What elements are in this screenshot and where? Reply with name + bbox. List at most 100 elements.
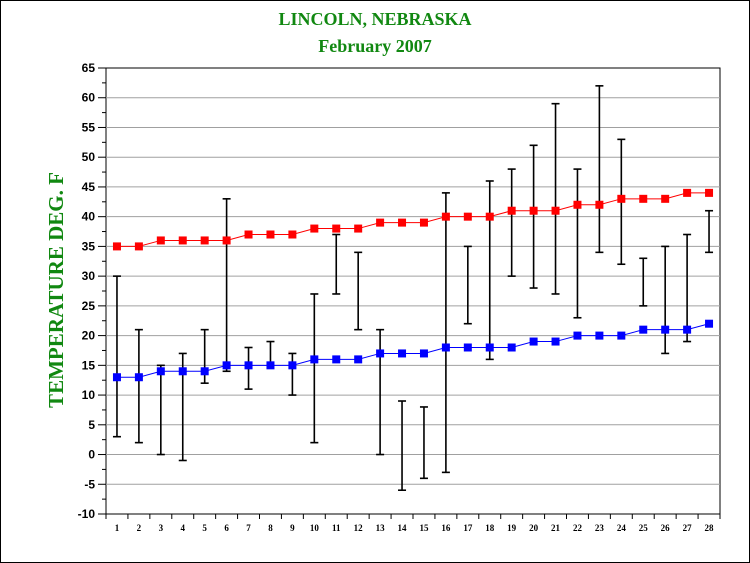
series-point <box>376 218 385 227</box>
x-tick-label: 26 <box>661 523 671 533</box>
series-point <box>419 349 428 358</box>
series-point <box>112 242 121 251</box>
x-tick-label: 10 <box>310 523 320 533</box>
x-tick-label: 21 <box>551 523 561 533</box>
series-point <box>398 218 407 227</box>
x-tick-label: 4 <box>181 523 186 533</box>
x-tick-label: 6 <box>224 523 229 533</box>
series-point <box>178 236 187 245</box>
x-tick-label: 15 <box>419 523 429 533</box>
y-tick-label: 15 <box>82 358 96 372</box>
series-point <box>617 331 626 340</box>
series-point <box>573 200 582 209</box>
series-point <box>661 325 670 334</box>
series-point <box>683 188 692 197</box>
series-line-normal-low <box>116 323 710 378</box>
x-tick-label: 11 <box>332 523 341 533</box>
series-point <box>156 367 165 376</box>
series-point <box>200 236 209 245</box>
series-point <box>266 361 275 370</box>
series-point <box>244 361 253 370</box>
x-tick-label: 8 <box>268 523 273 533</box>
x-tick-label: 1 <box>115 523 120 533</box>
y-tick-label: 35 <box>82 239 96 253</box>
series-point <box>222 236 231 245</box>
x-tick-label: 24 <box>617 523 627 533</box>
series-point <box>134 373 143 382</box>
y-tick-label: 20 <box>82 329 96 343</box>
x-tick-label: 9 <box>290 523 295 533</box>
series-point <box>288 230 297 239</box>
chart-subtitle: February 2007 <box>318 36 432 56</box>
series-point <box>683 325 692 334</box>
y-tick-label: 50 <box>82 150 96 164</box>
x-tick-label: 7 <box>246 523 251 533</box>
series-point <box>529 337 538 346</box>
y-tick-label: 40 <box>82 210 96 224</box>
x-tick-label: 3 <box>159 523 164 533</box>
series-point <box>573 331 582 340</box>
series-point <box>463 212 472 221</box>
series-point <box>705 319 714 328</box>
y-axis-label: TEMPERATURE DEG. F <box>44 172 68 408</box>
series-point <box>595 200 604 209</box>
series-point <box>705 188 714 197</box>
y-tick-label: 45 <box>82 180 96 194</box>
x-tick-label: 23 <box>595 523 605 533</box>
series-point <box>134 242 143 251</box>
x-tick-label: 2 <box>137 523 142 533</box>
series-point <box>639 194 648 203</box>
x-tick-label: 13 <box>376 523 386 533</box>
series-point <box>595 331 604 340</box>
y-tick-label: 0 <box>88 448 95 462</box>
chart-title: LINCOLN, NEBRASKA <box>278 9 472 29</box>
series-point <box>551 206 560 215</box>
x-tick-label: 22 <box>573 523 583 533</box>
series-point <box>266 230 275 239</box>
series-point <box>376 349 385 358</box>
y-tick-label: 30 <box>82 269 96 283</box>
y-tick-label: 5 <box>88 418 95 432</box>
y-tick-label: 60 <box>82 91 96 105</box>
series-point <box>419 218 428 227</box>
series-point <box>112 373 121 382</box>
series-point <box>200 367 209 376</box>
series-point <box>354 355 363 364</box>
x-tick-label: 25 <box>639 523 649 533</box>
x-tick-label: 18 <box>485 523 495 533</box>
series-point <box>529 206 538 215</box>
series-point <box>288 361 297 370</box>
series-point <box>485 343 494 352</box>
x-tick-label: 28 <box>705 523 715 533</box>
series-point <box>398 349 407 358</box>
series-point <box>332 355 341 364</box>
y-tick-label: 55 <box>82 120 96 134</box>
series-point <box>485 212 494 221</box>
y-tick-label: -10 <box>78 507 96 521</box>
y-tick-label: 65 <box>82 61 96 75</box>
x-tick-label: 20 <box>529 523 539 533</box>
plot-area <box>105 67 721 515</box>
series-point <box>441 212 450 221</box>
series-point <box>507 206 516 215</box>
x-tick-label: 12 <box>354 523 364 533</box>
x-tick-label: 14 <box>398 523 408 533</box>
series-point <box>156 236 165 245</box>
y-tick-label: -5 <box>84 477 95 491</box>
series-point <box>178 367 187 376</box>
series-point <box>661 194 670 203</box>
series-point <box>310 224 319 233</box>
series-point <box>463 343 472 352</box>
x-tick-label: 17 <box>463 523 473 533</box>
y-tick-label: 25 <box>82 299 96 313</box>
series-point <box>310 355 319 364</box>
x-tick-label: 16 <box>441 523 451 533</box>
series-line-normal-high <box>116 192 710 247</box>
x-tick-label: 19 <box>507 523 517 533</box>
series-point <box>617 194 626 203</box>
series-point <box>222 361 231 370</box>
series-point <box>244 230 253 239</box>
series-point <box>354 224 363 233</box>
y-tick-label: 10 <box>82 388 96 402</box>
